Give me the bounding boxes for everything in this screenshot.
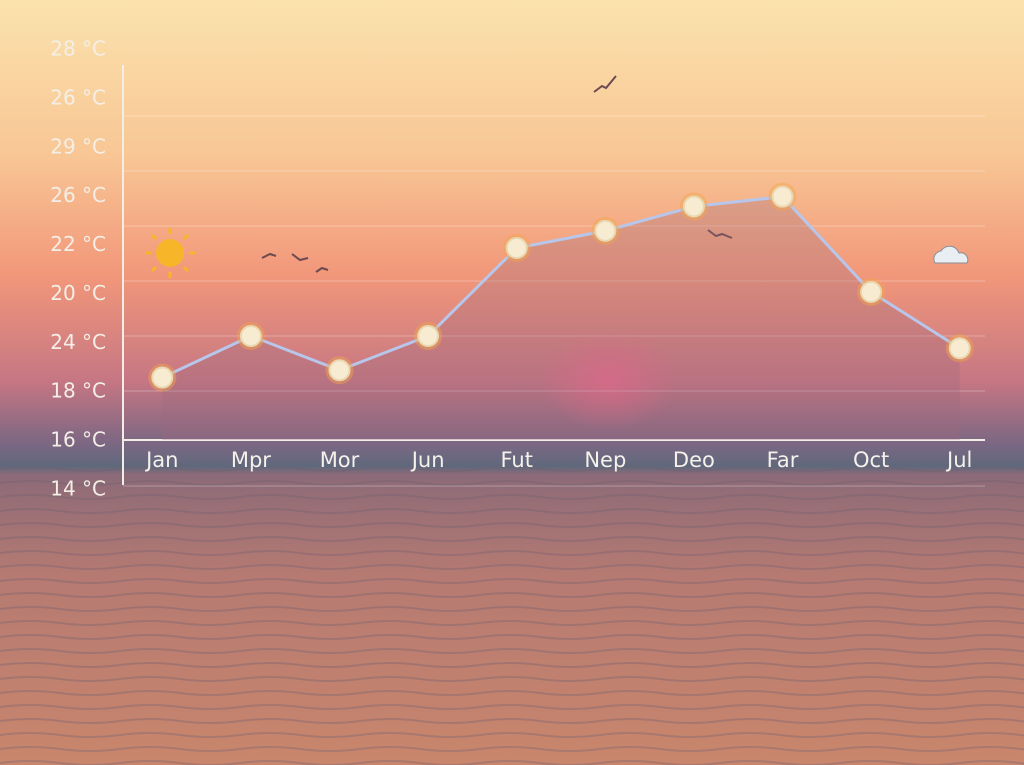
point xyxy=(682,195,705,218)
point xyxy=(860,281,883,303)
x-tick-label: Mpr xyxy=(231,448,271,472)
x-tick-label: Deo xyxy=(673,448,715,472)
y-tick-label: 26 °C xyxy=(50,183,106,207)
sea xyxy=(0,462,1024,765)
grid xyxy=(123,115,985,487)
y-tick-label: 16 °C xyxy=(50,428,106,452)
point xyxy=(417,325,440,347)
x-tick-label: Mor xyxy=(320,448,360,472)
x-tick-label: Nep xyxy=(584,448,626,472)
point xyxy=(328,359,351,382)
point xyxy=(505,237,528,259)
point xyxy=(771,185,794,208)
x-tick-label: Fut xyxy=(500,448,532,472)
y-tick-label: 14 °C xyxy=(50,477,106,501)
area xyxy=(162,196,960,440)
cloud-icon xyxy=(933,245,969,264)
setting-sun xyxy=(538,330,678,430)
y-tick-label: 20 °C xyxy=(50,281,106,305)
line xyxy=(161,195,961,379)
y-tick-label: 22 °C xyxy=(50,232,106,256)
x-tick-label: Oct xyxy=(853,448,889,472)
x-tick-label: Jan xyxy=(144,448,178,472)
point xyxy=(948,337,971,360)
y-tick-label: 24 °C xyxy=(50,330,106,354)
point xyxy=(239,325,262,347)
sun-icon xyxy=(145,228,195,278)
y-tick-label: 26 °C xyxy=(50,85,106,109)
y-tick-label: 28 °C xyxy=(50,37,106,61)
birds xyxy=(261,75,733,273)
y-tick-label: 29 °C xyxy=(50,134,106,158)
point xyxy=(594,219,617,242)
point xyxy=(151,366,174,389)
y-tick-label: 18 °C xyxy=(50,379,106,403)
x-tick-label: Jun xyxy=(410,448,445,472)
x-tick-label: Far xyxy=(767,448,799,472)
x-tick-label: Jul xyxy=(945,448,972,472)
